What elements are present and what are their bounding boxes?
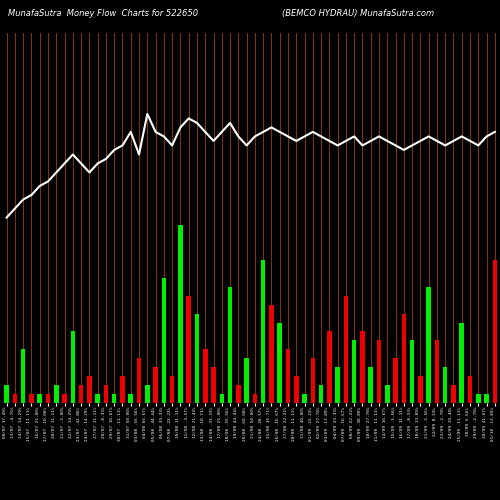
Bar — [186, 296, 191, 403]
Bar — [294, 376, 298, 402]
Bar — [252, 394, 257, 402]
Bar — [310, 358, 315, 403]
Bar — [96, 394, 100, 402]
Bar — [327, 332, 332, 402]
Bar — [70, 332, 75, 402]
Bar — [145, 384, 150, 402]
Bar — [344, 296, 348, 403]
Bar — [394, 358, 398, 403]
Bar — [492, 260, 497, 402]
Bar — [62, 394, 67, 402]
Bar — [269, 305, 274, 402]
Bar — [261, 260, 266, 402]
Bar — [194, 314, 199, 402]
Bar — [360, 332, 364, 402]
Bar — [484, 394, 489, 402]
Bar — [46, 394, 51, 402]
Bar — [302, 394, 307, 402]
Bar — [410, 340, 414, 402]
Bar — [220, 394, 224, 402]
Bar — [336, 367, 340, 402]
Bar — [120, 376, 125, 402]
Text: MunafaSutra  Money Flow  Charts for 522650: MunafaSutra Money Flow Charts for 522650 — [8, 9, 198, 18]
Bar — [385, 384, 390, 402]
Bar — [178, 225, 182, 402]
Bar — [228, 287, 232, 403]
Bar — [104, 384, 108, 402]
Bar — [319, 384, 324, 402]
Bar — [460, 322, 464, 402]
Bar — [443, 367, 448, 402]
Bar — [162, 278, 166, 402]
Bar — [137, 358, 141, 403]
Bar — [402, 314, 406, 402]
Bar — [476, 394, 480, 402]
Bar — [468, 376, 472, 402]
Bar — [426, 287, 431, 403]
Bar — [236, 384, 240, 402]
Bar — [12, 394, 17, 402]
Bar — [352, 340, 356, 402]
Bar — [112, 394, 116, 402]
Bar — [154, 367, 158, 402]
Bar — [451, 384, 456, 402]
Bar — [244, 358, 249, 403]
Bar — [203, 349, 207, 403]
Bar — [211, 367, 216, 402]
Bar — [21, 349, 25, 403]
Bar — [87, 376, 92, 402]
Bar — [286, 349, 290, 403]
Bar — [128, 394, 133, 402]
Text: (BEMCO HYDRAU) MunafaSutra.com: (BEMCO HYDRAU) MunafaSutra.com — [282, 9, 434, 18]
Bar — [376, 340, 382, 402]
Bar — [368, 367, 373, 402]
Bar — [278, 322, 282, 402]
Bar — [79, 384, 84, 402]
Bar — [4, 384, 9, 402]
Bar — [54, 384, 58, 402]
Bar — [29, 394, 34, 402]
Bar — [418, 376, 422, 402]
Bar — [38, 394, 42, 402]
Bar — [170, 376, 174, 402]
Bar — [434, 340, 439, 402]
